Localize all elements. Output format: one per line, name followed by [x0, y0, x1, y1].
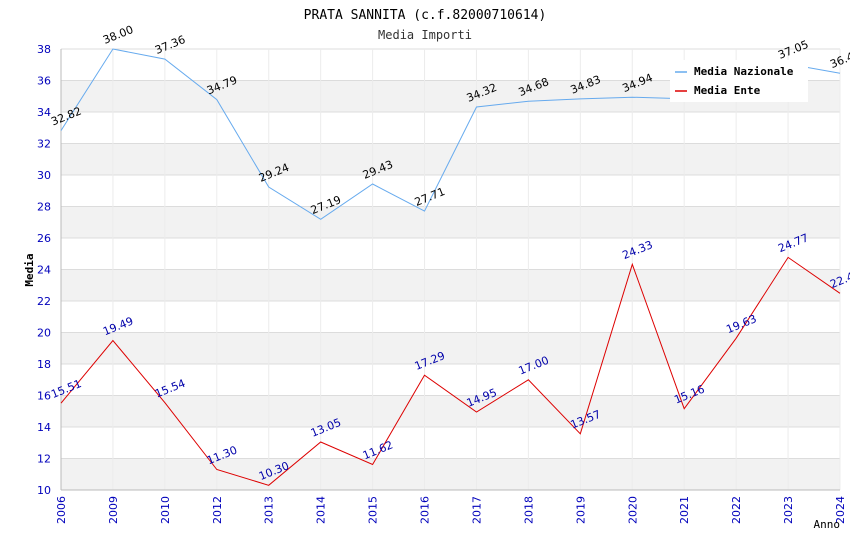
- y-axis-title: Media: [23, 253, 36, 286]
- legend-label-ente: Media Ente: [694, 84, 761, 97]
- x-tick-label: 2023: [782, 496, 795, 524]
- grid-band: [61, 206, 840, 238]
- grid-band: [61, 332, 840, 364]
- x-tick-label: 2012: [211, 496, 224, 524]
- y-tick-label: 30: [37, 169, 51, 182]
- x-axis-title: Anno: [814, 518, 841, 531]
- y-tick-label: 16: [37, 390, 51, 403]
- x-tick-label: 2022: [730, 496, 743, 524]
- data-label-nazionale: 37.36: [153, 33, 187, 57]
- y-tick-label: 32: [37, 138, 51, 151]
- y-tick-label: 22: [37, 295, 51, 308]
- y-tick-label: 34: [37, 106, 51, 119]
- x-tick-label: 2018: [522, 496, 535, 524]
- data-label-nazionale: 38.00: [101, 23, 135, 47]
- x-tick-label: 2013: [263, 496, 276, 524]
- legend-label-nazionale: Media Nazionale: [694, 65, 794, 78]
- x-tick-label: 2009: [107, 496, 120, 524]
- x-tick-label: 2021: [678, 496, 691, 524]
- x-tick-label: 2016: [419, 496, 432, 524]
- plot-bands: [61, 80, 840, 490]
- y-tick-label: 18: [37, 358, 51, 371]
- data-label-nazionale: 37.05: [776, 38, 810, 62]
- y-tick-label: 38: [37, 43, 51, 56]
- x-tick-label: 2010: [159, 496, 172, 524]
- y-axis-ticks: 10 12 14 16 18 20 22 24 26 28 30 32 34 36 38: [37, 43, 51, 497]
- gridlines: [60, 48, 841, 491]
- x-tick-label: 2015: [367, 496, 380, 524]
- legend-box: [670, 60, 808, 102]
- grid-band: [61, 458, 840, 490]
- y-tick-label: 28: [37, 201, 51, 214]
- chart-title: PRATA SANNITA (c.f.82000710614): [304, 8, 547, 23]
- grid-band: [61, 269, 840, 301]
- y-tick-label: 14: [37, 421, 51, 434]
- y-tick-label: 36: [37, 75, 51, 88]
- x-tick-label: 2014: [315, 496, 328, 524]
- x-tick-label: 2020: [626, 496, 639, 524]
- y-tick-label: 10: [37, 484, 51, 497]
- data-label-ente: 24.33: [621, 238, 655, 262]
- chart-subtitle: Media Importi: [378, 28, 472, 42]
- data-label-nazionale: 36.46: [828, 47, 850, 71]
- x-tick-label: 2006: [55, 496, 68, 524]
- y-tick-label: 20: [37, 327, 51, 340]
- x-axis-ticks: 2006 2009 2010 2012 2013 2014 2015 2016 2017 2018…: [55, 496, 847, 524]
- y-tick-label: 24: [37, 264, 51, 277]
- x-tick-label: 2019: [574, 496, 587, 524]
- y-tick-label: 26: [37, 232, 51, 245]
- x-tick-label: 2017: [470, 496, 483, 524]
- y-tick-label: 12: [37, 453, 51, 466]
- data-label-nazionale: 27.71: [413, 185, 447, 209]
- grid-band: [61, 395, 840, 427]
- x-tick-label: 2024: [834, 496, 847, 524]
- series-line-media-ente: [60, 256, 841, 486]
- legend: Media Nazionale Media Ente: [670, 60, 808, 102]
